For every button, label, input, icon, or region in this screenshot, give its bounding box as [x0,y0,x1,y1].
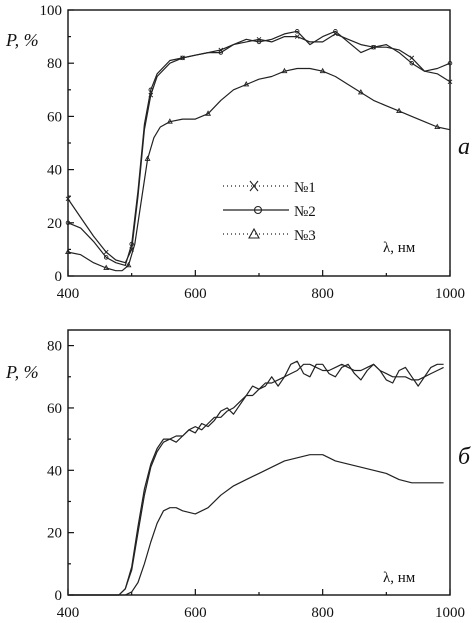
series-line-a-1 [67,33,451,264]
ticks-b: 400 600 800 1000 0 20 40 60 80 [47,339,465,621]
y-tick-label-a-3: 60 [47,109,62,125]
series-point-a-3-3 [103,264,110,270]
legend-marker-triangle [248,227,260,239]
legend-item-2: №2 [223,204,316,220]
x-tick-label-a-3: 1000 [435,286,465,302]
series-line-b-3 [68,454,444,596]
series-point-a-2-12 [180,55,185,61]
series-line-b-2 [68,360,444,596]
series-point-a-2-3 [103,255,109,260]
series-point-a-3-15 [205,110,212,116]
y-axis-label-a: P, % [5,30,39,50]
panel-label-a: а [458,134,470,160]
x-tick-label-b-1: 600 [184,605,207,621]
series-point-a-3-12 [166,118,173,124]
x-tick-label-a-2: 800 [311,286,334,302]
series-point-a-3-9 [144,155,151,161]
x-tick-label-a-0: 400 [57,286,80,302]
legend-item-1: №1 [223,180,316,196]
series-point-a-2-30 [409,60,415,66]
y-tick-label-a-4: 80 [47,56,62,72]
series-group-a [65,29,453,272]
legend-marker-x [249,180,259,192]
series-point-a-1-33 [447,79,453,85]
series-point-a-2-9 [148,87,154,93]
series-point-a-1-21 [294,34,300,39]
series-point-a-2-33 [447,60,453,66]
series-point-a-3-24 [319,67,326,74]
chart-panel-a: 400 600 800 1000 0 20 40 60 80 100 P, % λ, нм а №… [5,3,470,302]
x-tick-label-a-1: 600 [184,286,207,302]
series-group-b [68,360,444,596]
y-tick-label-b-2: 40 [47,463,62,479]
series-point-a-2-21 [294,29,300,34]
y-tick-label-a-1: 20 [47,216,62,232]
x-tick-label-b-0: 400 [57,605,80,621]
x-axis-label-b: λ, нм [383,570,416,586]
series-point-a-2-15 [218,50,224,55]
y-tick-label-a-5: 100 [40,3,63,19]
y-tick-label-b-0: 0 [55,588,63,604]
series-point-a-3-27 [357,89,364,95]
series-point-a-2-0 [65,220,71,226]
series-point-a-2-27 [371,44,376,50]
series-point-a-3-18 [243,81,250,87]
legend-label-2: №2 [294,204,316,220]
series-point-a-2-24 [333,29,338,34]
legend-label-3: №3 [294,228,316,244]
series-point-a-2-6 [129,241,134,247]
plot-frame-a [67,9,451,277]
chart-panel-b: 400 600 800 1000 0 20 40 60 80 P, % λ, нм б [5,329,471,621]
y-tick-label-b-3: 60 [47,401,62,417]
series-point-a-3-21 [281,67,288,74]
x-axis-label-a: λ, нм [383,240,416,256]
panel-label-b: б [458,444,471,470]
series-point-a-3-6 [125,261,132,268]
legend: №1 №2 №3 [223,180,316,244]
legend-item-3: №3 [223,227,316,244]
ticks-a: 400 600 800 1000 0 20 40 60 80 100 [40,3,466,302]
series-line-a-2 [67,30,451,266]
x-tick-label-b-3: 1000 [435,605,465,621]
y-tick-label-a-0: 0 [55,269,63,285]
y-axis-label-b: P, % [5,362,39,382]
series-point-a-1-30 [409,55,415,61]
series-line-b-1 [68,363,444,596]
y-tick-label-b-1: 20 [47,526,62,542]
series-point-a-3-33 [434,123,441,129]
series-point-a-1-0 [65,196,71,202]
x-tick-label-b-2: 800 [311,605,334,621]
legend-label-1: №1 [294,180,316,196]
legend-marker-circle [253,205,263,215]
series-point-a-1-3 [103,249,109,255]
series-point-a-3-0 [65,248,71,255]
y-tick-label-b-4: 80 [47,339,62,355]
y-tick-label-a-2: 40 [47,163,62,179]
series-point-a-3-30 [396,107,403,114]
series-point-a-2-18 [256,39,262,45]
plot-frame-b [67,329,451,596]
